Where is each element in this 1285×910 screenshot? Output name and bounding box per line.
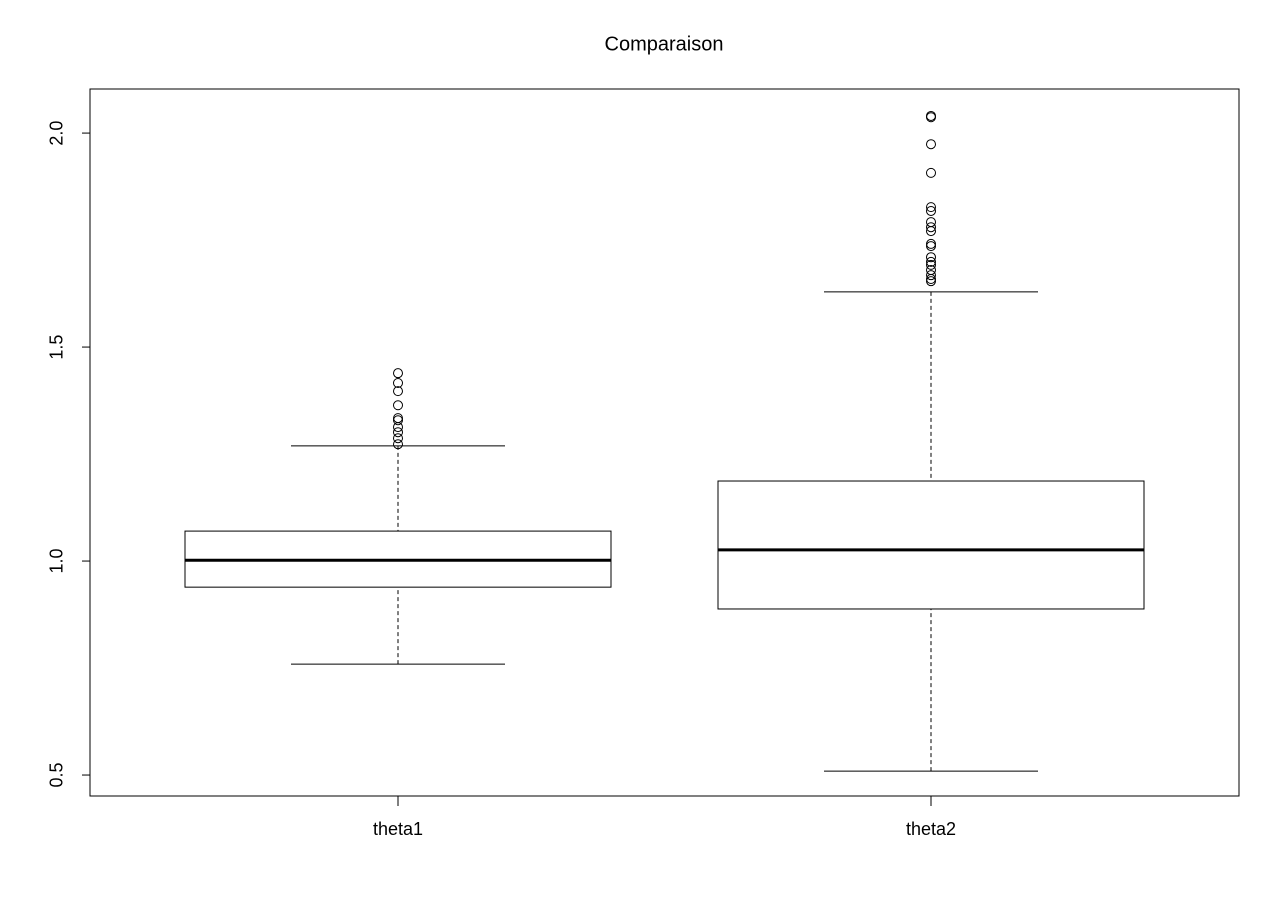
outlier — [926, 112, 936, 123]
box — [717, 480, 1145, 610]
outlier — [926, 270, 936, 281]
outlier — [393, 413, 403, 424]
y-tick-label: 2.0 — [47, 121, 67, 146]
outlier — [926, 205, 936, 216]
x-tick-label: theta2 — [906, 819, 956, 839]
outlier — [926, 276, 936, 287]
outlier — [393, 439, 403, 450]
outlier — [926, 238, 936, 249]
outlier — [393, 378, 403, 389]
outlier — [393, 422, 403, 433]
outlier — [393, 415, 403, 426]
y-tick-label: 1.0 — [47, 549, 67, 574]
outlier — [926, 252, 936, 263]
outlier — [926, 256, 936, 267]
outlier — [926, 226, 936, 237]
outlier — [393, 427, 403, 438]
y-tick-label: 1.5 — [47, 335, 67, 360]
y-tick-label: 0.5 — [47, 763, 67, 788]
outlier — [926, 222, 936, 233]
plot-frame — [89, 88, 1240, 797]
outlier — [926, 167, 936, 178]
x-tick-label: theta1 — [373, 819, 423, 839]
outlier — [393, 433, 403, 444]
outlier — [393, 386, 403, 397]
outlier — [926, 217, 936, 228]
outlier — [926, 241, 936, 252]
outlier — [393, 368, 403, 379]
outlier — [393, 400, 403, 411]
outlier — [926, 259, 936, 270]
outlier — [926, 139, 936, 150]
chart-title: Comparaison — [605, 33, 724, 55]
outlier — [926, 202, 936, 213]
